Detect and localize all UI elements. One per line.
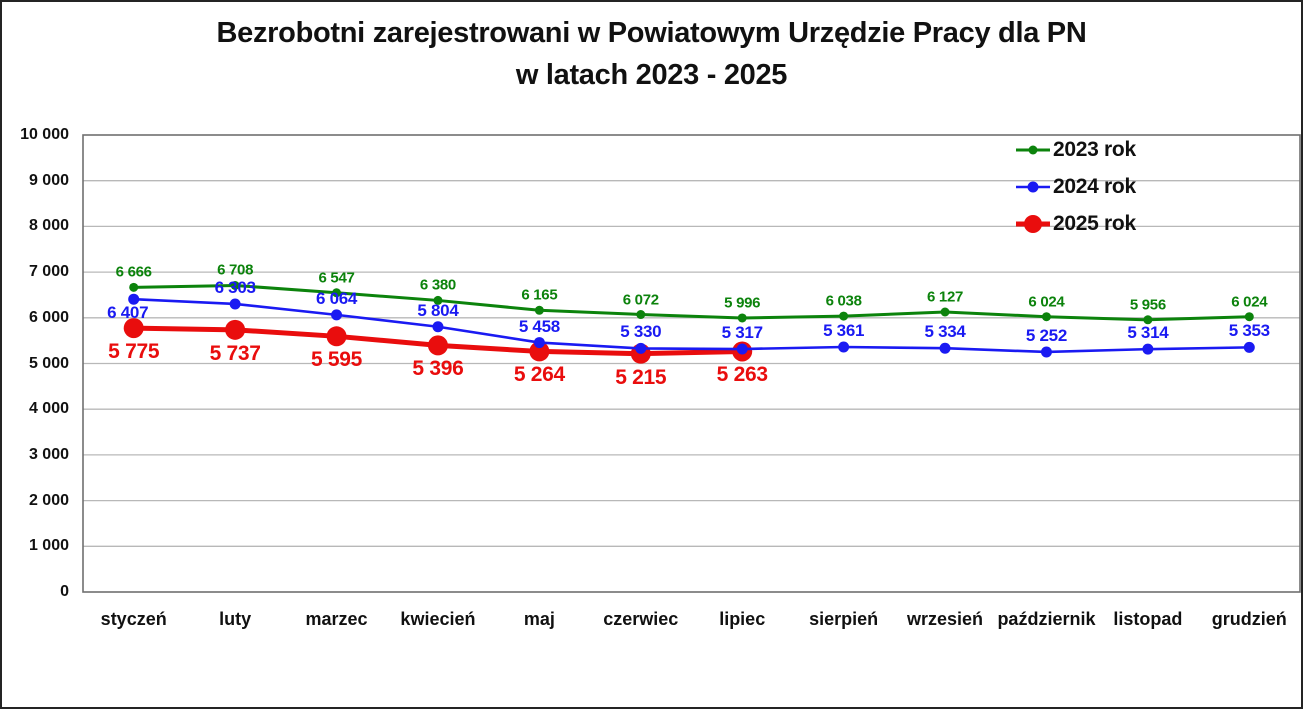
data-point-2023-rok-listopad xyxy=(1143,315,1153,325)
data-point-2025-rok-kwiecień xyxy=(427,335,448,356)
data-point-2023-rok-październik xyxy=(1041,312,1051,322)
data-point-2023-rok-sierpień xyxy=(839,311,849,321)
legend-item-2023-rok: 2023 rok xyxy=(1015,131,1136,168)
data-point-2023-rok-kwiecień xyxy=(433,295,443,305)
legend-item-2024-rok: 2024 rok xyxy=(1015,168,1136,205)
legend-label-2024-rok: 2024 rok xyxy=(1053,174,1136,198)
data-point-2025-rok-maj xyxy=(529,341,550,362)
data-point-2023-rok-marzec xyxy=(332,288,342,298)
legend-marker-icon xyxy=(1028,145,1038,154)
data-point-2023-rok-czerwiec xyxy=(636,310,646,320)
data-point-2023-rok-maj xyxy=(534,305,544,315)
data-point-2024-rok-maj xyxy=(533,337,545,349)
data-point-2023-rok-luty xyxy=(230,280,240,290)
chart-title-line2: w latach 2023 - 2025 xyxy=(515,59,788,91)
series-line-2023-rok xyxy=(132,283,1251,322)
legend-swatch-2023-rok-icon xyxy=(1016,145,1050,154)
data-point-2025-rok-luty xyxy=(225,319,246,340)
data-point-2024-rok-luty xyxy=(229,298,241,310)
legend-swatch-2024-rok-icon xyxy=(1016,181,1050,192)
legend-marker-icon xyxy=(1027,181,1039,192)
legend-swatch-2025-rok-icon xyxy=(1016,214,1050,233)
legend: 2023 rok 2024 rok 2025 rok xyxy=(1015,131,1136,242)
data-point-2023-rok-styczeń xyxy=(129,282,139,292)
data-point-2023-rok-grudzień xyxy=(1244,312,1254,322)
data-point-2024-rok-październik xyxy=(1040,346,1052,358)
series-line-2024-rok xyxy=(132,297,1251,354)
plot-border xyxy=(82,134,1301,593)
data-point-2023-rok-lipiec xyxy=(737,313,747,323)
data-point-2024-rok-listopad xyxy=(1142,343,1154,355)
legend-label-2025-rok: 2025 rok xyxy=(1053,211,1136,235)
data-point-2024-rok-marzec xyxy=(331,309,343,321)
data-point-2025-rok-styczeń xyxy=(123,318,144,339)
data-point-2025-rok-marzec xyxy=(326,326,347,347)
legend-label-2023-rok: 2023 rok xyxy=(1053,137,1136,161)
data-point-2024-rok-lipiec xyxy=(736,343,748,355)
data-point-2024-rok-styczeń xyxy=(128,293,140,305)
data-point-2024-rok-czerwiec xyxy=(635,342,647,354)
data-point-2024-rok-wrzesień xyxy=(939,342,951,354)
data-point-2024-rok-sierpień xyxy=(838,341,850,353)
legend-marker-icon xyxy=(1024,214,1042,233)
legend-item-2025-rok: 2025 rok xyxy=(1015,205,1136,242)
data-point-2024-rok-grudzień xyxy=(1243,341,1255,353)
data-point-2024-rok-kwiecień xyxy=(432,321,444,333)
chart-title-line1: Bezrobotni zarejestrowani w Powiatowym U… xyxy=(216,17,1087,49)
chart-title: Bezrobotni zarejestrowani w Powiatowym U… xyxy=(2,12,1301,96)
data-point-2023-rok-wrzesień xyxy=(940,307,950,317)
